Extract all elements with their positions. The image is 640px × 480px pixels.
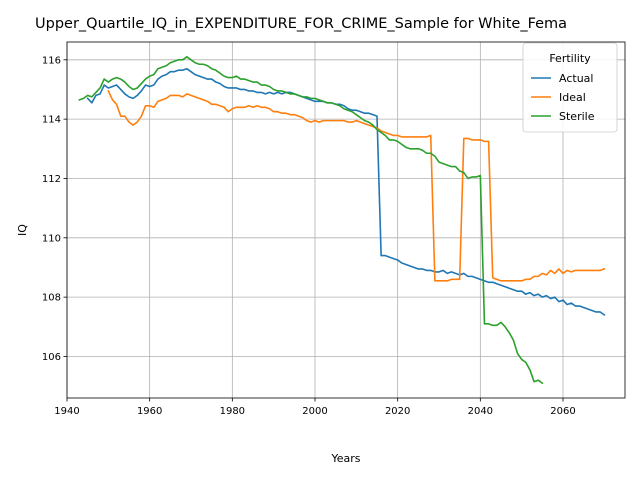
grid-lines bbox=[66, 42, 625, 398]
y-tick-label: 108 bbox=[42, 293, 61, 304]
x-tick-label: 1940 bbox=[54, 406, 79, 417]
legend-title: Fertility bbox=[549, 52, 591, 65]
x-tick-label: 2040 bbox=[468, 406, 493, 417]
legend-box bbox=[522, 42, 618, 133]
legend-entries: Actual Ideal Sterile bbox=[531, 72, 595, 123]
y-tick-label: 116 bbox=[42, 55, 61, 66]
y-tick-label: 114 bbox=[42, 115, 61, 126]
x-tick-label: 2000 bbox=[302, 406, 327, 417]
x-tick-label: 2060 bbox=[550, 406, 575, 417]
x-axis-label: Years bbox=[330, 452, 360, 465]
legend: Fertility Actual Ideal Sterile bbox=[522, 42, 618, 133]
plot-frame bbox=[66, 41, 626, 399]
series-line-sterile bbox=[78, 56, 544, 385]
series-lines bbox=[78, 56, 606, 385]
axis-ticks: 1940 1960 1980 2000 2020 2040 2060 106 108 110 112… bbox=[42, 55, 576, 417]
legend-label-ideal: Ideal bbox=[559, 91, 586, 104]
y-tick-label: 110 bbox=[42, 233, 61, 244]
series-line-ideal bbox=[107, 89, 606, 282]
x-tick-label: 1960 bbox=[137, 406, 162, 417]
x-tick-label: 2020 bbox=[385, 406, 410, 417]
y-tick-label: 106 bbox=[42, 352, 61, 363]
legend-label-actual: Actual bbox=[559, 72, 593, 85]
legend-label-sterile: Sterile bbox=[559, 110, 595, 123]
x-tick-label: 1980 bbox=[220, 406, 245, 417]
y-axis-label: IQ bbox=[16, 224, 29, 236]
y-tick-label: 112 bbox=[42, 174, 61, 185]
chart-title: Upper_Quartile_IQ_in_EXPENDITURE_FOR_CRI… bbox=[35, 16, 567, 32]
series-line-actual bbox=[86, 67, 606, 317]
